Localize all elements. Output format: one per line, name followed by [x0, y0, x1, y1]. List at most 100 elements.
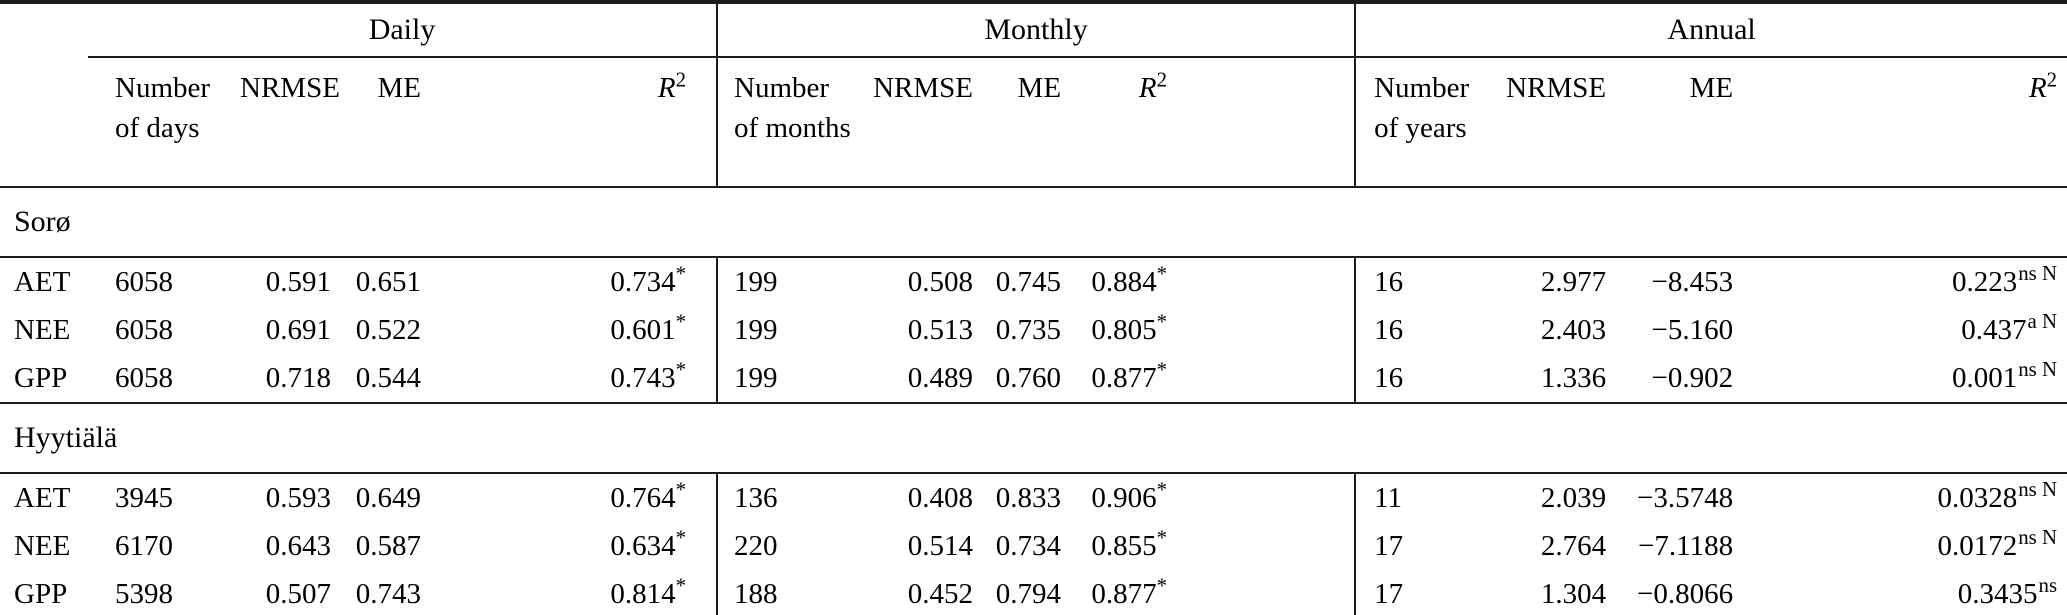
col-header-r2-daily: R2 [425, 57, 718, 188]
row-label: AET [14, 265, 71, 298]
col-header-nrmse-monthly: NRMSE [867, 57, 978, 188]
col-header-number-of-days: Number of days [88, 57, 240, 188]
cell-annual-nrmse: 2.764 [1540, 529, 1607, 562]
cell-daily-n: 6058 [115, 265, 173, 298]
table-row: AET 6058 0.591 0.651 0.734* 199 0.508 0.… [0, 257, 2067, 306]
cell-monthly-nrmse: 0.489 [867, 354, 978, 404]
cell-annual-n: 17 [1354, 522, 1501, 570]
section-row-soro: Sorø [0, 187, 2067, 258]
section-row-hyytiala: Hyytiälä [0, 403, 2067, 474]
cell-annual-r2: 0.437a N [1961, 308, 2058, 346]
cell-daily-r2: 0.743* [425, 354, 718, 404]
cell-monthly-n: 199 [716, 354, 868, 404]
cell-annual-r2: 0.223ns N [1951, 260, 2058, 298]
cell-daily-nrmse: 0.691 [265, 313, 331, 346]
cell-daily-me: 0.544 [335, 354, 425, 404]
cell-annual-me: −5.160 [1651, 313, 1734, 346]
cell-annual-me: −0.8066 [1636, 577, 1734, 610]
group-header-monthly: Monthly [716, 2, 1356, 58]
cell-daily-r2: 0.814* [610, 572, 687, 610]
cell-annual-r2: 0.0172ns N [1937, 524, 2058, 562]
cell-daily-n: 6058 [115, 313, 173, 346]
cell-daily-nrmse: 0.718 [240, 354, 335, 404]
cell-monthly-nrmse: 0.408 [907, 481, 974, 514]
cell-monthly-n: 188 [716, 570, 868, 615]
cell-annual-r2: 0.3435ns [1957, 572, 2058, 610]
group-header-row: Daily Monthly Annual [0, 2, 2067, 58]
cell-monthly-n: 199 [716, 257, 868, 306]
cell-monthly-me: 0.760 [977, 354, 1066, 404]
section-title: Hyytiälä [0, 403, 2067, 474]
cell-monthly-r2: 0.884* [1091, 260, 1168, 298]
cell-annual-nrmse: 2.403 [1540, 313, 1607, 346]
cell-monthly-nrmse: 0.514 [907, 529, 974, 562]
table-row: NEE 6170 0.643 0.587 0.634* 220 0.514 0.… [0, 522, 2067, 570]
cell-daily-r2: 0.634* [610, 524, 687, 562]
col-header-number-of-months: Number of months [716, 57, 868, 188]
cell-daily-n: 5398 [115, 577, 173, 610]
cell-monthly-r2: 0.877* [1065, 354, 1356, 404]
col-header-nrmse-daily: NRMSE [240, 57, 340, 188]
cell-annual-nrmse: 2.977 [1540, 265, 1607, 298]
cell-monthly-me: 0.734 [995, 529, 1062, 562]
cell-monthly-me: 0.833 [995, 481, 1062, 514]
cell-daily-me: 0.651 [355, 265, 421, 298]
cell-daily-me: 0.649 [355, 481, 421, 514]
col-header-number-of-years: Number of years [1354, 57, 1501, 188]
table-row: GPP 5398 0.507 0.743 0.814* 188 0.452 0.… [0, 570, 2067, 615]
cell-daily-n: 3945 [115, 481, 173, 514]
cell-monthly-nrmse: 0.452 [907, 577, 974, 610]
group-header-daily: Daily [88, 2, 718, 58]
cell-annual-r2: 0.0328ns N [1937, 476, 2058, 514]
section-title: Sorø [0, 187, 2067, 258]
cell-monthly-me: 0.735 [995, 313, 1062, 346]
cell-annual-n: 17 [1354, 570, 1501, 615]
cell-monthly-n: 136 [716, 473, 868, 522]
table-row: NEE 6058 0.691 0.522 0.601* 199 0.513 0.… [0, 306, 2067, 354]
cell-annual-n: 11 [1354, 473, 1501, 522]
row-label: GPP [14, 577, 68, 610]
cell-annual-nrmse: 2.039 [1540, 481, 1607, 514]
col-header-me-annual: ME [1610, 57, 1738, 188]
col-header-me-monthly: ME [977, 57, 1066, 188]
cell-annual-n: 16 [1354, 257, 1501, 306]
cell-annual-nrmse: 1.304 [1540, 577, 1607, 610]
column-header-row: Number of days NRMSE ME R2 Number of month… [0, 57, 2067, 188]
cell-annual-me: −8.453 [1651, 265, 1734, 298]
corner-spacer [0, 57, 88, 188]
cell-daily-nrmse: 0.643 [265, 529, 331, 562]
col-header-r2-monthly: R2 [1065, 57, 1356, 188]
cell-monthly-nrmse: 0.513 [907, 313, 974, 346]
cell-daily-n: 6170 [115, 529, 173, 562]
cell-daily-n: 6058 [88, 354, 240, 404]
cell-monthly-r2: 0.906* [1091, 476, 1168, 514]
cell-annual-me: −0.902 [1610, 354, 1738, 404]
cell-daily-nrmse: 0.507 [265, 577, 331, 610]
cell-daily-r2: 0.601* [610, 308, 687, 346]
cell-monthly-r2: 0.877* [1091, 572, 1168, 610]
cell-annual-me: −7.1188 [1638, 529, 1734, 562]
cell-annual-nrmse: 1.336 [1500, 354, 1611, 404]
row-label: GPP [0, 354, 88, 404]
row-label: NEE [14, 313, 71, 346]
cell-annual-me: −3.5748 [1636, 481, 1734, 514]
row-label: NEE [14, 529, 71, 562]
cell-monthly-nrmse: 0.508 [907, 265, 974, 298]
cell-daily-me: 0.743 [355, 577, 421, 610]
cell-monthly-me: 0.794 [995, 577, 1062, 610]
col-header-nrmse-annual: NRMSE [1500, 57, 1611, 188]
cell-monthly-r2: 0.855* [1091, 524, 1168, 562]
cell-daily-nrmse: 0.593 [265, 481, 331, 514]
row-label: AET [14, 481, 71, 514]
col-header-r2-annual: R2 [1737, 57, 2067, 188]
corner-spacer [0, 2, 88, 57]
cell-monthly-me: 0.745 [995, 265, 1062, 298]
table-row: AET 3945 0.593 0.649 0.764* 136 0.408 0.… [0, 473, 2067, 522]
cell-daily-me: 0.522 [355, 313, 421, 346]
cell-monthly-n: 199 [716, 306, 868, 354]
cell-daily-me: 0.587 [355, 529, 421, 562]
cell-daily-r2: 0.764* [610, 476, 687, 514]
group-header-annual: Annual [1354, 2, 2067, 58]
